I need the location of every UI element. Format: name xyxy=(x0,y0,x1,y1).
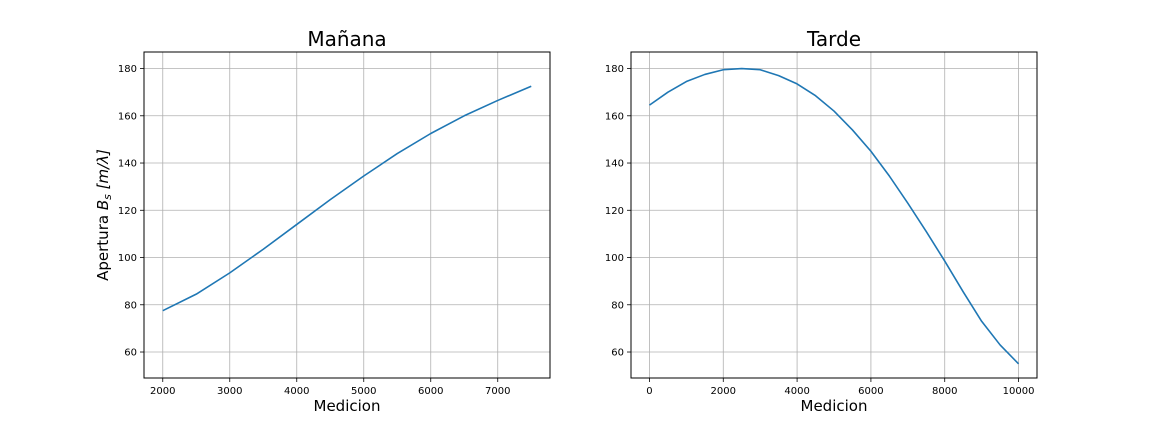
x-tick-label: 7000 xyxy=(485,386,510,397)
y-tick-label: 140 xyxy=(605,159,624,170)
grid-lines xyxy=(631,52,1037,378)
y-axis-ticks: 60 80 100 120 140 160 180 xyxy=(118,64,144,359)
x-tick-label: 10000 xyxy=(1003,386,1035,397)
chart-title: Tarde xyxy=(806,27,861,51)
y-tick-label: 100 xyxy=(605,253,624,264)
x-tick-label: 0 xyxy=(646,386,652,397)
series-line xyxy=(162,85,532,312)
chart-panel-afternoon: 0 2000 4000 6000 8000 10000 60 80 100 120 140 160 1… xyxy=(605,27,1038,415)
x-tick-label: 6000 xyxy=(418,386,443,397)
y-axis-ticks: 60 80 100 120 140 160 180 xyxy=(605,64,631,359)
series-group xyxy=(648,67,1020,365)
y-axis-label-units: [m/λ] xyxy=(94,149,112,194)
y-axis-label: Apertura Bs [m/λ] xyxy=(94,149,114,281)
x-axis-ticks: 0 2000 4000 6000 8000 10000 xyxy=(646,378,1034,397)
y-tick-label: 180 xyxy=(605,64,624,75)
x-tick-label: 6000 xyxy=(858,386,883,397)
x-axis-ticks: 2000 3000 4000 5000 6000 7000 xyxy=(150,378,510,397)
plot-frame xyxy=(143,51,551,379)
y-axis-label-subscript: s xyxy=(101,194,114,200)
series-line xyxy=(648,67,1020,365)
series-group xyxy=(162,85,532,312)
y-tick-label: 60 xyxy=(611,348,624,359)
y-tick-label: 120 xyxy=(118,206,137,217)
y-axis-label-text: Apertura xyxy=(94,210,112,281)
y-axis-label-symbol: B xyxy=(94,200,112,210)
x-tick-label: 4000 xyxy=(284,386,309,397)
y-tick-label: 80 xyxy=(124,300,137,311)
plot-frame xyxy=(630,51,1038,379)
y-tick-label: 120 xyxy=(605,206,624,217)
y-tick-label: 180 xyxy=(118,64,137,75)
grid-lines xyxy=(144,52,550,378)
y-tick-label: 60 xyxy=(124,348,137,359)
chart-panel-morning: 2000 3000 4000 5000 6000 7000 60 80 100 120 140 16… xyxy=(94,27,551,415)
x-tick-label: 8000 xyxy=(932,386,957,397)
y-tick-label: 160 xyxy=(118,111,137,122)
y-tick-label: 100 xyxy=(118,253,137,264)
y-tick-label: 80 xyxy=(611,300,624,311)
chart-title: Mañana xyxy=(307,27,386,51)
x-tick-label: 5000 xyxy=(351,386,376,397)
y-tick-label: 140 xyxy=(118,159,137,170)
x-tick-label: 3000 xyxy=(217,386,242,397)
x-tick-label: 2000 xyxy=(711,386,736,397)
x-tick-label: 4000 xyxy=(784,386,809,397)
x-tick-label: 2000 xyxy=(150,386,175,397)
y-tick-label: 160 xyxy=(605,111,624,122)
x-axis-label: Medicion xyxy=(314,397,381,415)
x-axis-label: Medicion xyxy=(801,397,868,415)
